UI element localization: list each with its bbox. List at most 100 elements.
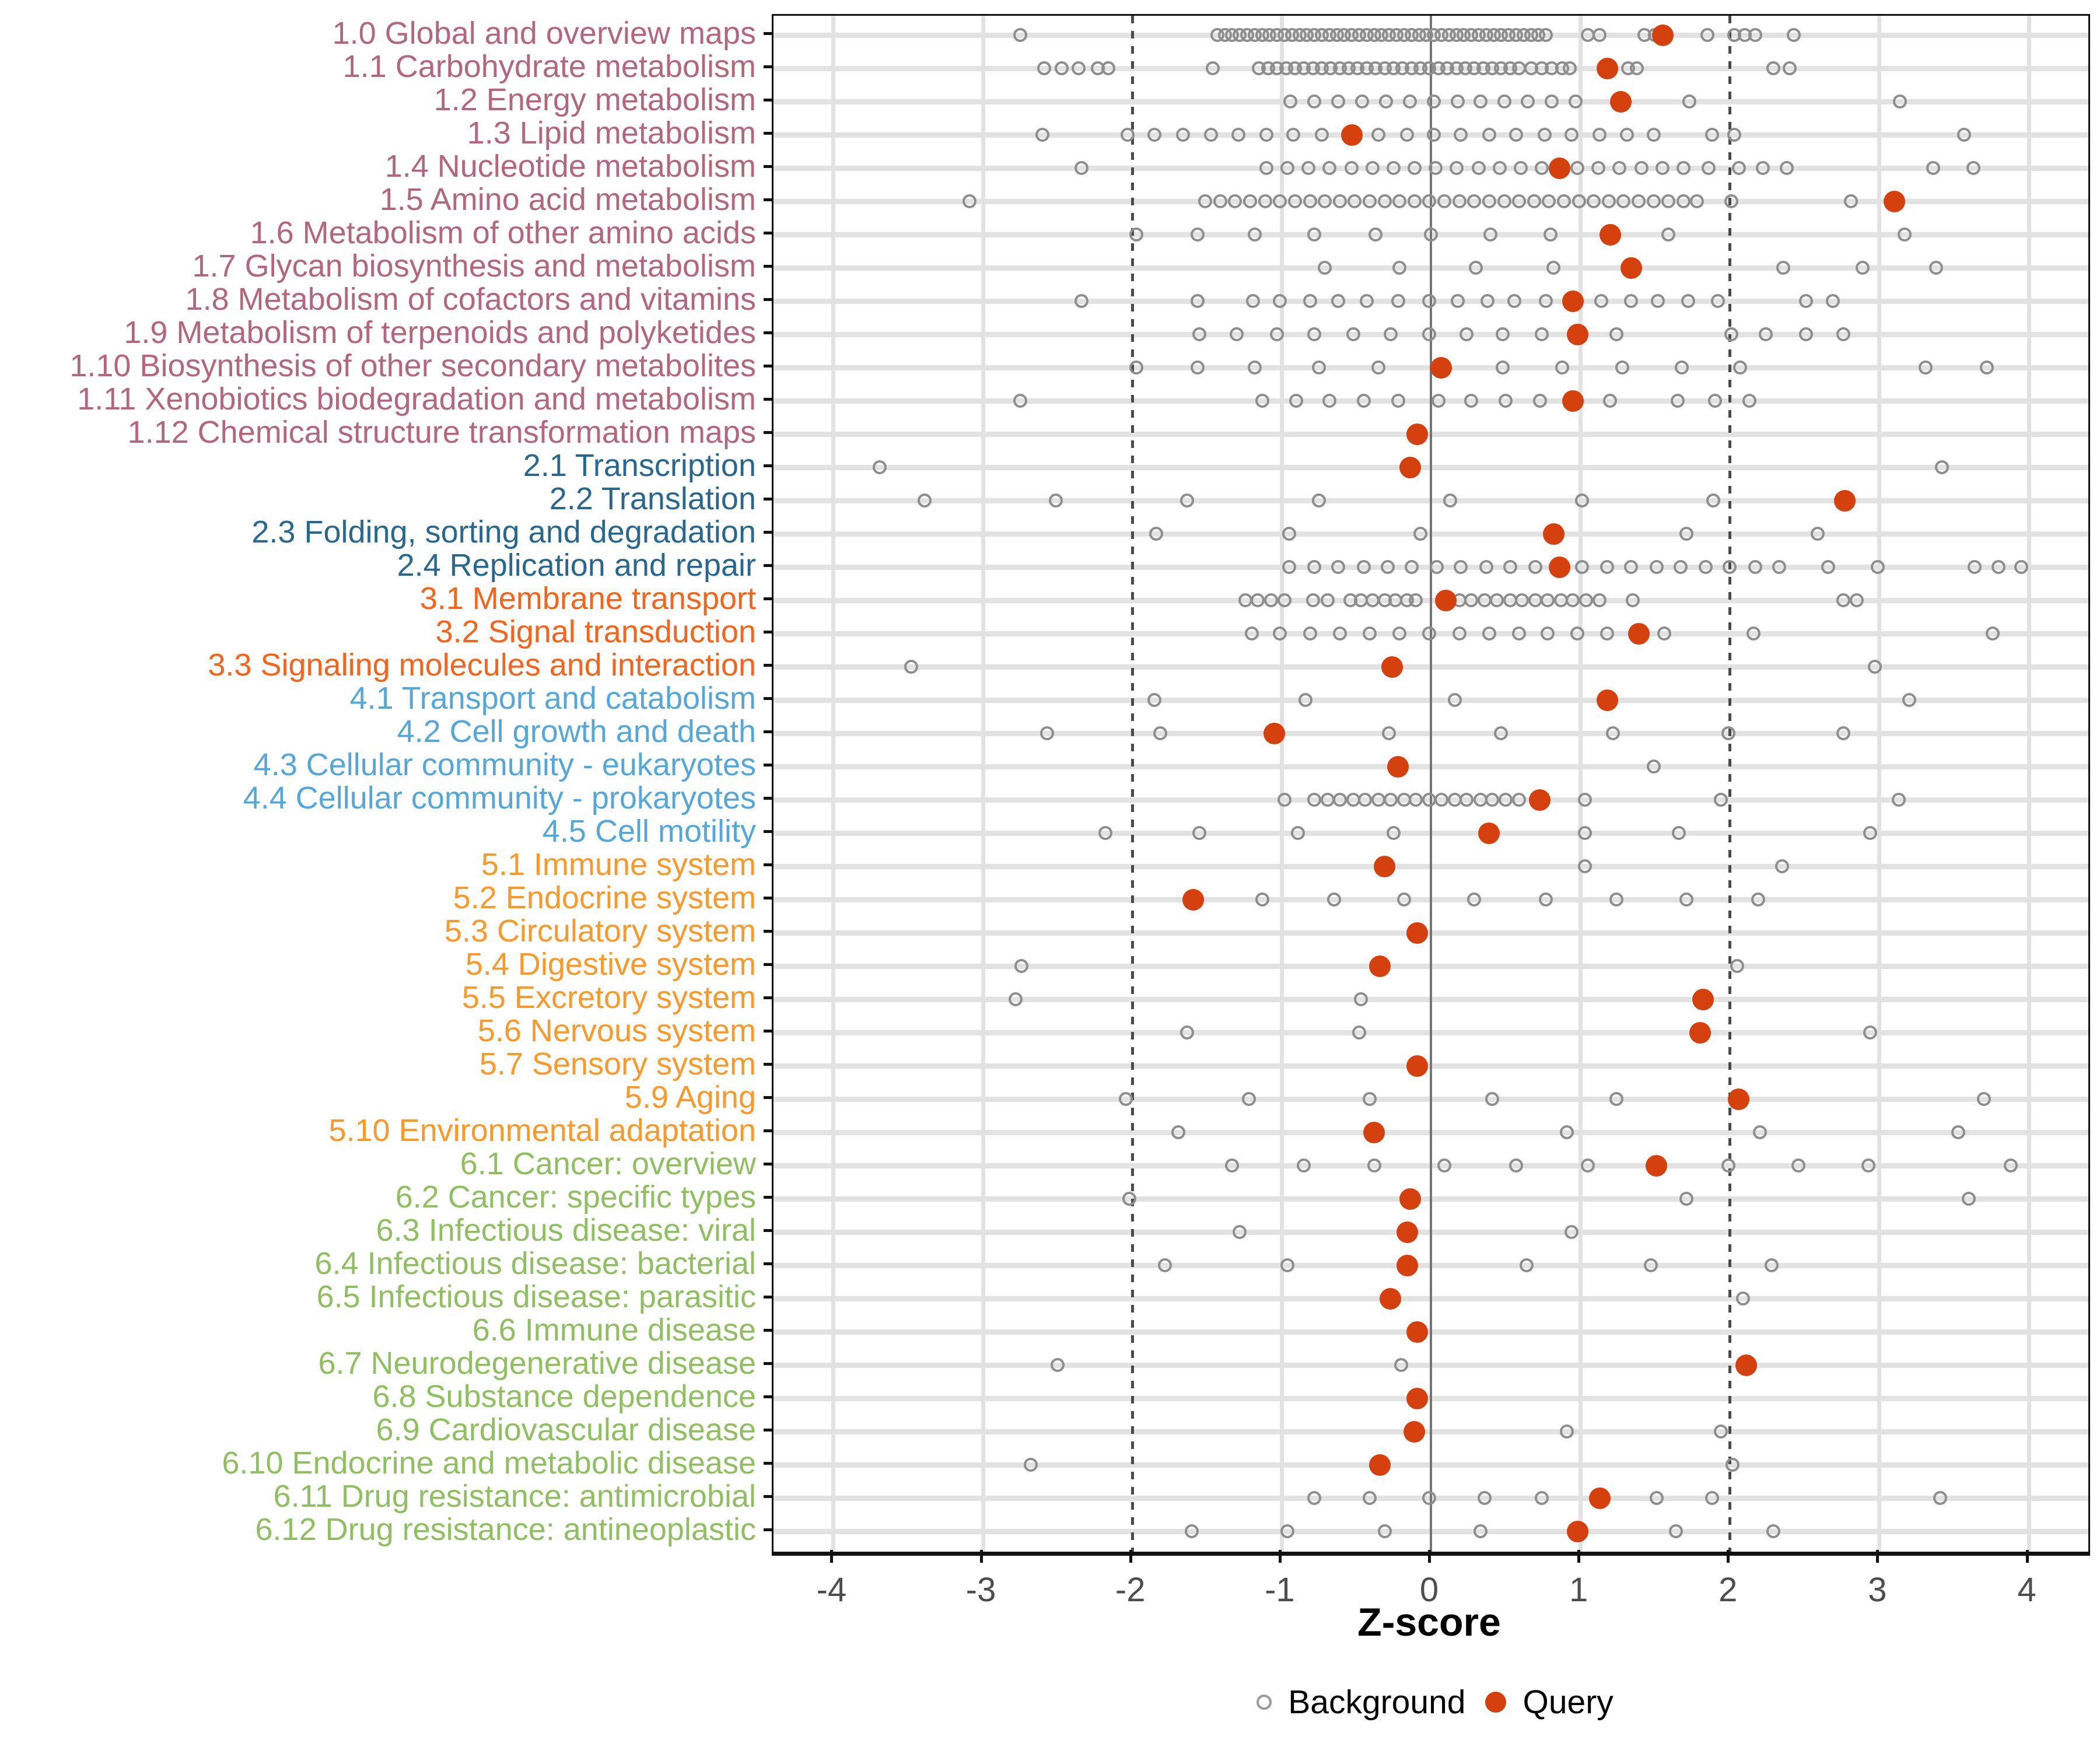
gridline-x-4 [2027, 16, 2031, 1552]
query-point [1478, 822, 1500, 844]
y-tick [764, 232, 772, 235]
background-point [1277, 593, 1292, 607]
background-point [1286, 128, 1301, 142]
background-point [1539, 28, 1553, 42]
query-point [1406, 1055, 1429, 1077]
x-tick-label--3: -3 [965, 1571, 996, 1609]
background-point [1592, 28, 1607, 42]
query-point [1406, 922, 1429, 944]
background-point [1452, 194, 1466, 208]
legend-item-query: Query [1485, 1683, 1614, 1721]
background-point [1826, 294, 1840, 308]
y-tick [764, 664, 772, 667]
query-point [1406, 1387, 1429, 1409]
background-point [1424, 228, 1438, 242]
y-tick [764, 132, 772, 135]
background-point [1569, 94, 1583, 108]
row-label-1.5: 1.5 Amino acid metabolism [379, 182, 756, 217]
row-label-1.11: 1.11 Xenobiotics biodegradation and meta… [77, 382, 756, 416]
background-point [1495, 327, 1510, 341]
background-point [1646, 194, 1661, 208]
x-tick-label--4: -4 [816, 1571, 847, 1609]
background-point [1902, 693, 1916, 707]
y-tick [764, 265, 772, 268]
background-point [1580, 1158, 1595, 1172]
background-point [1452, 626, 1466, 640]
row-label-5.7: 5.7 Sensory system [479, 1046, 756, 1082]
y-tick [764, 99, 772, 102]
background-point [1291, 826, 1306, 840]
query-point [1542, 523, 1564, 545]
background-point [1811, 527, 1825, 541]
query-point [1596, 57, 1618, 79]
background-point [1512, 626, 1527, 640]
query-point [1399, 456, 1421, 478]
background-point [1359, 294, 1374, 308]
background-point [1619, 128, 1634, 142]
background-point [1634, 161, 1649, 175]
background-point [1213, 194, 1227, 208]
background-point [1383, 327, 1398, 341]
background-point [1821, 560, 1836, 574]
background-point [1560, 1424, 1574, 1438]
query-point [1562, 290, 1584, 312]
background-point [1471, 161, 1486, 175]
background-point [1751, 892, 1765, 907]
background-point [1258, 194, 1272, 208]
row-label-1.1: 1.1 Carbohydrate metabolism [342, 49, 756, 84]
background-point [1676, 161, 1690, 175]
background-point [1318, 261, 1332, 275]
background-point [1724, 194, 1738, 208]
background-point [1962, 1192, 1976, 1206]
background-point [1539, 294, 1553, 308]
background-point [1297, 1158, 1311, 1172]
background-point [1682, 94, 1697, 108]
y-tick [764, 1262, 772, 1265]
x-tick-label-3: 3 [1868, 1571, 1887, 1609]
row-label-1.12: 1.12 Chemical structure transformation m… [127, 415, 756, 450]
plot-panel [772, 14, 2090, 1556]
background-point [1527, 194, 1541, 208]
query-point [1620, 257, 1642, 279]
legend-label-background: Background [1288, 1684, 1466, 1721]
y-tick [764, 165, 772, 168]
row-label-6.2: 6.2 Cancer: specific types [395, 1180, 756, 1214]
background-point [1454, 560, 1468, 574]
row-label-6.12: 6.12 Drug resistance: antineoplastic [255, 1512, 757, 1547]
background-point [1494, 726, 1508, 740]
background-point [1489, 593, 1504, 607]
background-point [1572, 194, 1586, 208]
background-point [1318, 194, 1332, 208]
x-tick-label--2: -2 [1115, 1571, 1146, 1609]
background-point [1707, 394, 1722, 408]
zero-reference-line [1430, 16, 1432, 1552]
background-point [1473, 1524, 1488, 1538]
background-point [1400, 128, 1415, 142]
background-point [1656, 161, 1670, 175]
background-point [1153, 726, 1168, 740]
background-point [1724, 327, 1738, 341]
background-point [1368, 228, 1383, 242]
background-point [1307, 94, 1322, 108]
background-point [1929, 261, 1943, 275]
query-point [1609, 90, 1632, 113]
row-label-4.3: 4.3 Cellular community - eukaryotes [253, 747, 756, 782]
background-point [1766, 61, 1780, 75]
background-point [1798, 294, 1813, 308]
background-point [1577, 793, 1592, 807]
y-tick [764, 930, 772, 933]
background-point [1282, 560, 1296, 574]
y-tick [764, 730, 772, 733]
y-tick [764, 1395, 772, 1398]
background-point [1625, 593, 1640, 607]
background-point [1661, 194, 1676, 208]
background-point [1430, 560, 1444, 574]
background-point [1594, 294, 1608, 308]
background-point [1600, 560, 1615, 574]
background-point [1225, 1158, 1240, 1172]
background-point [1392, 194, 1407, 208]
background-point [1040, 726, 1054, 740]
background-point [1228, 194, 1242, 208]
y-tick [764, 963, 772, 966]
row-label-5.2: 5.2 Endocrine system [453, 880, 756, 915]
